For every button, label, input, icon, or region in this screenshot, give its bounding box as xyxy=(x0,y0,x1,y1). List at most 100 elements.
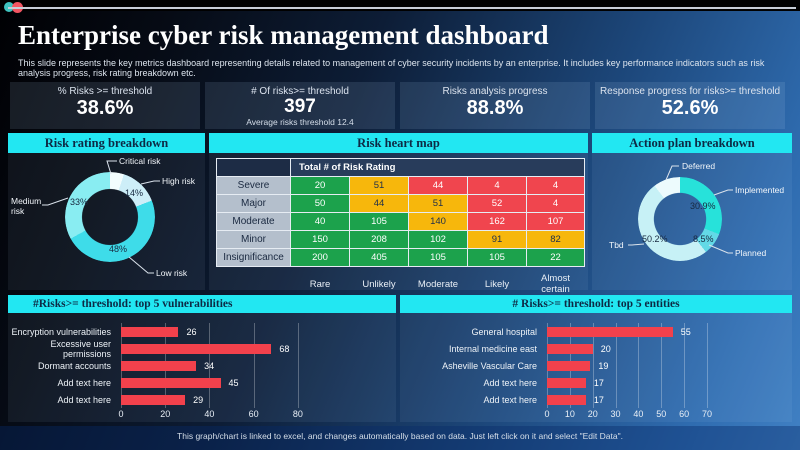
bar-row: Excessive user permissions 68 xyxy=(8,339,392,359)
bar-row: Add text here 45 xyxy=(8,374,392,391)
top5-vulnerabilities-bar-chart[interactable]: 0 20 40 60 80 Encryption vulnerabilities 26 Exc… xyxy=(8,313,396,422)
kpi-card-response-progress[interactable]: Response progress for risks>= threshold … xyxy=(595,82,785,129)
bar-category-label: Dormant accounts xyxy=(37,360,111,371)
bar-category-label: Internal medicine east xyxy=(448,343,537,354)
x-axis-tick-label: 10 xyxy=(564,409,575,419)
top5-entities-bar-chart[interactable]: 0 10 20 30 40 50 60 70 General hospital 55 Interna… xyxy=(400,313,792,422)
kpi-label: Response progress for risks>= threshold xyxy=(599,86,781,97)
header-risk-rating-breakdown: Risk rating breakdown xyxy=(8,133,205,153)
donut-pct-tbd: 50.2% xyxy=(642,234,668,244)
heatmap-cell: 52 xyxy=(467,194,527,213)
bar[interactable] xyxy=(547,343,593,354)
x-axis-tick-label: 20 xyxy=(160,409,171,419)
bar-row: Add text here 17 xyxy=(400,391,788,408)
bar[interactable] xyxy=(121,377,221,388)
heatmap-cell: 51 xyxy=(408,194,468,213)
bar[interactable] xyxy=(547,326,673,337)
heatmap-cell: 162 xyxy=(467,212,527,231)
heatmap-cell: 102 xyxy=(408,230,468,249)
x-axis-tick-label: 60 xyxy=(248,409,259,419)
donut-label-planned: Planned xyxy=(735,248,767,258)
page-title: Enterprise cyber risk management dashboa… xyxy=(18,20,549,50)
top-band xyxy=(0,0,800,13)
kpi-label: Risks analysis progress xyxy=(442,86,548,97)
kpi-value: 88.8% xyxy=(466,97,524,119)
footer-note: This graph/chart is linked to excel, and… xyxy=(177,431,623,441)
heatmap-cell: 105 xyxy=(467,248,527,267)
donut-pct-high-risk: 14% xyxy=(125,188,144,198)
bar-value-label: 55 xyxy=(680,326,691,337)
heatmap-corner-cell xyxy=(216,158,291,177)
bar-row: Add text here 17 xyxy=(400,374,788,391)
x-axis-tick-label: 60 xyxy=(679,409,690,419)
kpi-card-analysis-progress[interactable]: Risks analysis progress 88.8% xyxy=(400,82,590,129)
kpi-card-num-risks-threshold[interactable]: # Of risks>= threshold 397 Average risks… xyxy=(205,82,395,129)
bar[interactable] xyxy=(121,343,272,354)
bar-row: General hospital 55 xyxy=(400,323,788,340)
heatmap-grid: Total # of Risk Rating Severe 20 51 44 4 4 Majo… xyxy=(216,158,586,295)
bar-category-label: Add text here xyxy=(483,377,537,388)
heatmap-col-label: Unlikely xyxy=(362,278,396,290)
bar-category-label: Asheville Vascular Care xyxy=(442,360,537,371)
heatmap-cell: 51 xyxy=(349,176,409,195)
top-divider-line xyxy=(8,7,796,9)
heatmap-cell: 50 xyxy=(290,194,350,213)
x-axis-tick-label: 30 xyxy=(610,409,621,419)
bar-category-label: Add text here xyxy=(57,377,111,388)
kpi-sublabel: Average risks threshold 12.4 xyxy=(246,117,354,127)
header-risk-heat-map: Risk heart map xyxy=(209,133,588,153)
x-axis-tick-label: 40 xyxy=(204,409,215,419)
kpi-label: # Of risks>= threshold xyxy=(251,86,349,97)
bar[interactable] xyxy=(547,377,586,388)
heatmap-cell: 105 xyxy=(408,248,468,267)
donut-pct-implemented: 30.9% xyxy=(690,201,716,211)
bar-value-label: 17 xyxy=(593,377,604,388)
bar[interactable] xyxy=(547,360,591,371)
bar-row: Internal medicine east 20 xyxy=(400,340,788,357)
heatmap-row-label: Insignificance xyxy=(216,248,291,267)
heatmap-cell: 22 xyxy=(525,248,586,267)
bar[interactable] xyxy=(121,394,186,405)
heatmap-col-label: Likely xyxy=(484,278,510,290)
donut-label-medium-risk: Medium risk xyxy=(11,196,42,216)
risk-rating-donut-chart[interactable] xyxy=(65,172,155,262)
heatmap-cell: 140 xyxy=(408,212,468,231)
bar-category-label: Add text here xyxy=(57,394,111,405)
bar-value-label: 34 xyxy=(204,360,215,371)
header-action-plan-breakdown: Action plan breakdown xyxy=(592,133,792,153)
x-axis-tick-label: 40 xyxy=(633,409,644,419)
heatmap-cell: 44 xyxy=(408,176,468,195)
bar-row: Encryption vulnerabilities 26 xyxy=(8,323,392,340)
header-top5-vulnerabilities: #Risks>= threshold: top 5 vulnerabilitie… xyxy=(8,295,396,313)
kpi-card-pct-risks-threshold[interactable]: % Risks >= threshold 38.6% xyxy=(10,82,200,129)
heatmap-cell: 40 xyxy=(290,212,350,231)
donut-label-tbd: Tbd xyxy=(609,240,624,250)
heatmap-cell: 44 xyxy=(349,194,409,213)
heatmap-cell: 91 xyxy=(467,230,527,249)
x-axis-tick-label: 0 xyxy=(118,409,124,419)
kpi-label: % Risks >= threshold xyxy=(57,86,153,97)
heatmap-col-label: Almost certain xyxy=(540,273,571,295)
action-plan-donut-chart[interactable] xyxy=(638,177,722,261)
bar-value-label: 29 xyxy=(193,394,204,405)
x-axis-tick-label: 50 xyxy=(656,409,667,419)
bar[interactable] xyxy=(121,326,179,337)
risk-heat-map-table[interactable]: Total # of Risk Rating Severe 20 51 44 4 4 Majo… xyxy=(216,158,586,295)
bar-value-label: 19 xyxy=(598,360,609,371)
heatmap-row-label: Minor xyxy=(216,230,291,249)
bar[interactable] xyxy=(547,394,586,405)
donut-label-high-risk: High risk xyxy=(162,176,196,186)
risk-heat-map-panel: Total # of Risk Rating Severe 20 51 44 4 4 Majo… xyxy=(209,153,588,295)
bar-value-label: 26 xyxy=(186,326,197,337)
bar-row: Asheville Vascular Care 19 xyxy=(400,357,788,374)
donut-pct-low-risk: 48% xyxy=(109,244,128,254)
heatmap-row-label: Moderate xyxy=(216,212,291,231)
heatmap-cell: 4 xyxy=(525,176,586,195)
heatmap-cell: 105 xyxy=(349,212,409,231)
heatmap-col-label: Rare xyxy=(309,278,331,290)
heatmap-cell: 200 xyxy=(290,248,350,267)
page-subtitle: This slide represents the key metrics da… xyxy=(18,58,765,78)
heatmap-cell: 82 xyxy=(525,230,586,249)
bar[interactable] xyxy=(121,360,197,371)
